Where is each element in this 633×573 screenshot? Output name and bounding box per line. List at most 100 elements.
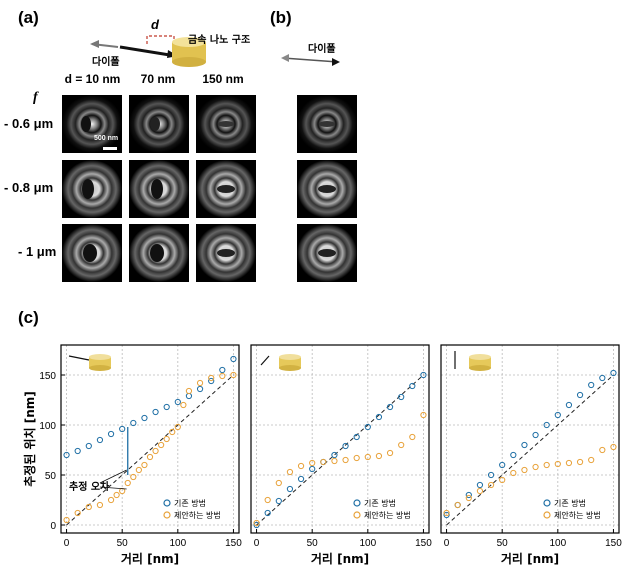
chart3-series1-point xyxy=(599,374,606,382)
column-label-10nm: d = 10 nm xyxy=(64,72,121,86)
chart3-cylinder-bottom xyxy=(469,365,491,371)
chart2-series1-point xyxy=(386,403,394,411)
chart3-series2-point xyxy=(454,501,461,509)
schematic-diagram xyxy=(90,35,340,67)
chart1-series1-point xyxy=(85,442,92,450)
chart2-xtick-label: 50 xyxy=(307,538,319,549)
chart1-xtick-label: 100 xyxy=(169,538,186,549)
chart1-legend-marker-1 xyxy=(163,499,171,507)
dipole-label-b: 다이폴 xyxy=(308,44,336,55)
chart3-series2-point xyxy=(565,459,573,467)
chart1-series2-point xyxy=(135,466,142,474)
chart1-annotation: 추정 오차 xyxy=(69,480,110,493)
chart3-xlabel: 거리 [nm] xyxy=(501,551,559,566)
chart3-series2-point xyxy=(610,443,617,451)
chart1-series2-point xyxy=(63,516,70,524)
chart3-reference-line xyxy=(446,374,614,526)
chart3-series1-point xyxy=(532,431,539,439)
chart2-cylinder-icon xyxy=(279,357,301,368)
chart2-legend-marker-2 xyxy=(353,511,361,519)
chart2-series2-point xyxy=(353,454,360,462)
chart3-series2-point xyxy=(465,494,472,502)
chart2-series1-point xyxy=(253,521,260,529)
chart2-series2-point xyxy=(286,468,294,476)
chart3-series2-point xyxy=(554,460,561,468)
chart1-series2-point xyxy=(163,435,170,443)
chart3-series2-point xyxy=(588,456,595,464)
chart2-reference-line xyxy=(256,374,424,526)
chart2-series1-point xyxy=(375,413,383,421)
chart3-series2-point xyxy=(476,487,484,495)
chart2-series1-point xyxy=(409,382,416,390)
row-label-0.8: - 0.8 μm xyxy=(4,180,54,195)
chart3-series1-point xyxy=(510,451,517,459)
chart1-cylinder-icon xyxy=(89,357,111,368)
psf-tile-r3c2 xyxy=(129,224,189,282)
chart1-series1-point xyxy=(74,447,81,455)
chart2-series2-point xyxy=(420,411,427,419)
column-label-150nm: 150 nm xyxy=(202,72,244,86)
chart1-ytick-label: 100 xyxy=(39,421,56,432)
psf-image-grid xyxy=(62,95,357,282)
chart2-series2-point xyxy=(320,458,327,466)
chart1-ytick-label: 150 xyxy=(39,371,56,382)
psf-tile-r3c3 xyxy=(196,224,256,282)
psf-tile-r3c1 xyxy=(62,224,122,282)
chart1-annotation-line-2 xyxy=(99,486,127,490)
scale-bar-label: 500 nm xyxy=(94,135,119,142)
chart3-xtick-label: 100 xyxy=(549,538,566,549)
chart3-series1-point xyxy=(487,471,495,479)
chart2-cylinder-top xyxy=(279,354,301,360)
chart1-series1-point xyxy=(163,403,170,411)
panel-label-b: (b) xyxy=(270,8,292,27)
psf-tile-b-r2 xyxy=(297,160,357,218)
chart1-series1-point xyxy=(130,419,137,427)
chart2-series2-point xyxy=(375,452,383,460)
chart1-legend-label-1: 기존 방법 xyxy=(174,498,206,508)
chart3-series1-point xyxy=(576,391,584,399)
chart1-series2-point xyxy=(141,461,148,469)
chart2-series2-point xyxy=(297,462,305,470)
chart1-series1-point xyxy=(141,414,148,422)
chart3-series1-point xyxy=(610,369,617,377)
nanostructure-cylinder xyxy=(172,37,206,67)
chart1-legend-marker-2 xyxy=(163,511,171,519)
chart3-legend-marker-1 xyxy=(543,499,551,507)
dipole-label: 다이폴 xyxy=(92,57,120,68)
chart1-series1-point xyxy=(152,408,159,416)
chart3-legend-label-2: 제안하는 방법 xyxy=(554,510,601,520)
chart2-dipole-icon xyxy=(260,355,270,366)
chart2-series1-point xyxy=(264,509,271,517)
chart1-series2-point xyxy=(180,401,187,409)
chart2-xlabel: 거리 [nm] xyxy=(311,551,369,566)
chart2-xtick-label: 150 xyxy=(415,538,432,549)
chart3-series2-point xyxy=(543,461,550,469)
chart1-series2-point xyxy=(124,479,131,487)
chart2-series2-point xyxy=(342,456,349,464)
chart3-series1-point xyxy=(476,481,484,489)
chart1-series2-point xyxy=(196,379,204,387)
chart1-series2-point xyxy=(158,441,165,449)
chart3-series2-point xyxy=(521,466,528,474)
chart3-series1-point xyxy=(443,511,450,519)
chart1-series2-point xyxy=(130,473,137,481)
chart1-reference-line xyxy=(66,374,234,526)
chart2-series1-point xyxy=(286,485,294,493)
distance-label: d xyxy=(151,17,159,32)
chart1-annotation-line-1 xyxy=(99,469,127,484)
panel-label-c: (c) xyxy=(18,308,39,327)
chart2-series1-point xyxy=(353,433,360,441)
chart1-series2-point xyxy=(219,372,226,380)
chart3-series1-point xyxy=(588,381,595,389)
chart1-series1-point xyxy=(96,436,104,444)
chart1-series1-point xyxy=(208,377,215,385)
chart3-xtick-label: 150 xyxy=(605,538,622,549)
chart1-series2-point xyxy=(152,447,159,455)
chart2-series2-point xyxy=(409,433,416,441)
chart3-series1-point xyxy=(499,461,506,469)
focus-label: f xyxy=(33,90,38,105)
panel-label-a: (a) xyxy=(18,8,39,27)
chart1-xtick-label: 150 xyxy=(225,538,242,549)
chart3-legend-marker-2 xyxy=(543,511,551,519)
chart2-series2-point xyxy=(253,519,260,527)
